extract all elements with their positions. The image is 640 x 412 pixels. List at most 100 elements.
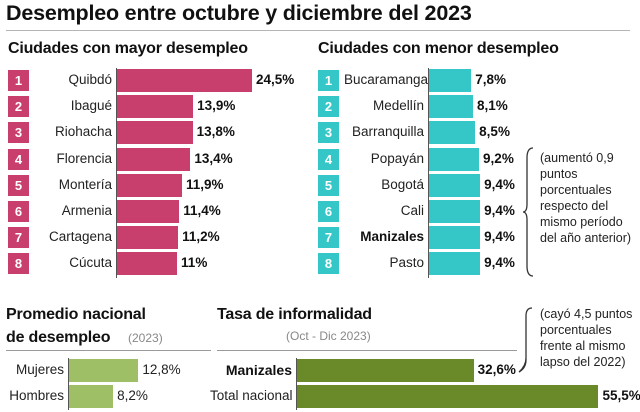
chart-row: 6 Armenia 11,4% [8,199,308,224]
value-label: 8,5% [479,124,510,140]
city-label: Montería [58,176,112,192]
city-label: Riohacha [54,124,112,140]
city-label: Popayán [370,150,424,166]
chart-row: Manizales 32,6% [210,358,635,383]
bar [428,173,481,197]
chart-row: 1 Quibdó 24,5% [8,68,308,93]
value-label: 13,4% [194,150,233,166]
bar [116,95,194,119]
value-label: 8,2% [117,388,148,403]
city-label: Ibagué [70,98,112,114]
bar [116,173,183,197]
chart-promedio-divider [6,350,211,351]
value-label: 8,1% [476,98,508,114]
rank-badge: 2 [8,96,29,118]
value-label: 9,4% [484,229,515,245]
city-label: Medellín [372,98,424,114]
category-label: Hombres [9,388,64,403]
city-label: Bucaramanga [344,72,429,87]
value-label: 7,8% [475,72,507,87]
rank-badge: 1 [8,70,29,91]
rank-badge: 4 [8,148,29,170]
bar [116,252,178,276]
bar [116,147,191,171]
annotation-line: mismo período [540,215,623,229]
annotation-line: lapso del 2022) [540,355,626,369]
bar [116,226,179,250]
bar [116,200,180,223]
rank-badge: 1 [318,70,339,91]
value-label: 9,4% [484,176,515,192]
city-label: Barranquilla [351,124,424,140]
city-label: Manizales [360,229,424,245]
chart-row: 3 Barranquilla 8,5% [318,120,538,145]
chart-row: Mujeres 12,8% [6,358,206,383]
bar [68,359,139,382]
annotation-line: porcentuales [540,323,612,337]
bar [296,359,474,382]
value-label: 55,5% [602,388,640,403]
chart-row: 4 Popayán 9,2% [318,147,538,172]
annotation-line: del año anterior) [540,231,632,245]
city-label: Cartagena [48,229,112,245]
annotation-line: (aumentó 0,9 [540,151,614,165]
value-label: 9,4% [484,255,515,271]
chart-row: 6 Cali 9,4% [318,199,538,224]
chart-row: Total nacional 55,5% [210,384,640,409]
rank-badge: 6 [8,201,29,222]
annotation-brace-menor [522,147,534,277]
value-label: 24,5% [255,72,295,87]
value-label: 32,6% [477,362,516,377]
category-label: Mujeres [15,362,64,377]
chart-row: 1 Bucaramanga 7,8% [318,68,538,93]
bar [428,147,480,171]
city-label: Cúcuta [69,255,112,271]
chart-row: 4 Florencia 13,4% [8,147,308,172]
chart-row: 7 Cartagena 11,2% [8,225,308,250]
bar [428,252,481,276]
rank-badge: 2 [318,96,339,118]
annotation-line: puntos [540,167,578,181]
chart-mayor-title: Ciudades con mayor desempleo [8,40,248,57]
rank-badge: 3 [8,122,29,144]
bar [428,95,473,119]
chart-menor-title: Ciudades con menor desempleo [318,40,559,57]
chart-row: 2 Medellín 8,1% [318,94,538,119]
chart-row: 5 Montería 11,9% [8,173,308,198]
title-divider [6,30,630,31]
chart-row: 3 Riohacha 13,8% [8,120,308,145]
chart-informalidad-divider [217,350,517,351]
category-label: Manizales [225,362,292,378]
chart-row: 5 Bogotá 9,4% [318,173,538,198]
city-label: Armenia [61,203,112,218]
bar [428,226,481,250]
bar [428,69,472,92]
rank-badge: 8 [8,253,29,275]
chart-row: 7 Manizales 9,4% [318,225,538,250]
city-label: Cali [400,203,424,218]
chart-row: 8 Pasto 9,4% [318,251,538,276]
city-label: Bogotá [381,176,424,192]
value-label: 11,4% [183,203,221,218]
value-label: 12,8% [142,362,181,377]
chart-row: 8 Cúcuta 11% [8,251,308,276]
rank-badge: 7 [8,227,29,249]
bar [116,69,252,92]
chart-row: Hombres 8,2% [6,384,206,409]
chart-promedio-title-line1: Promedio nacional [6,306,146,323]
chart-informalidad-title: Tasa de informalidad [217,306,372,323]
annotation-line: (cayó 4,5 puntos [540,307,633,321]
bar [68,385,114,408]
annotation-manizales-desempleo: (aumentó 0,9 puntos porcentuales respecto d… [540,150,631,246]
annotation-manizales-informalidad: (cayó 4,5 puntos porcentuales frente al mi… [540,306,632,370]
chart-promedio-subtitle: (2023) [128,331,163,345]
bar [296,385,599,408]
bar-axis [116,68,117,278]
value-label: 11,2% [182,229,220,245]
rank-badge: 7 [318,227,339,249]
rank-badge: 5 [8,174,29,196]
bar-axis [428,68,429,278]
rank-badge: 5 [318,174,339,196]
annotation-brace-informalidad [518,307,533,373]
rank-badge: 6 [318,201,339,222]
